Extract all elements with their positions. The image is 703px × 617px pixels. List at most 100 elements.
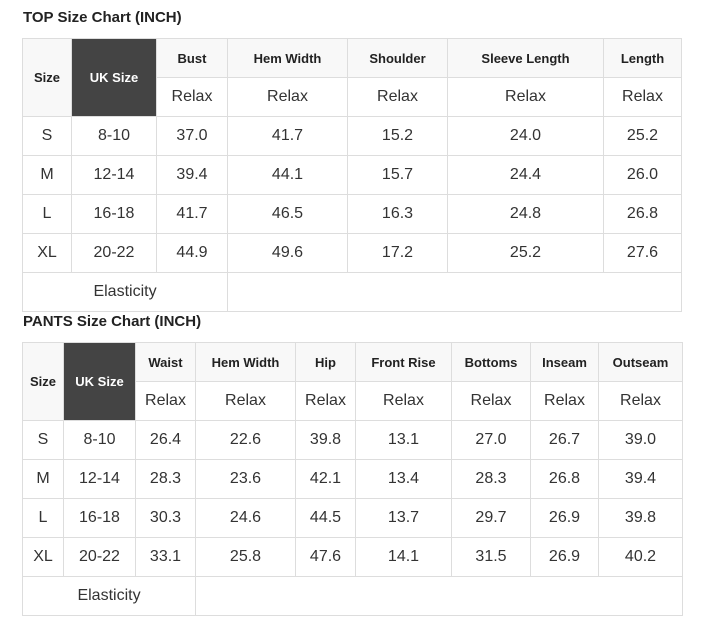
table-row: S 8-10 26.4 22.6 39.8 13.1 27.0 26.7 39.0 [22,420,683,460]
measurement-cell: 39.8 [598,498,683,538]
measurement-cell: 26.0 [603,155,682,195]
elasticity-label: Elasticity [22,576,196,616]
fit-label: Relax [347,77,448,117]
measurement-cell: 26.9 [530,537,599,577]
measurement-cell: 24.0 [447,116,604,156]
measurement-cell: 39.4 [156,155,228,195]
column-header: Hip [295,342,356,382]
table-row: S 8-10 37.0 41.7 15.2 24.0 25.2 [22,116,682,156]
uk-size-cell: 20-22 [71,233,157,273]
measurement-cell: 39.0 [598,420,683,460]
measurement-cell: 17.2 [347,233,448,273]
measurement-cell: 41.7 [156,194,228,234]
elasticity-label: Elasticity [22,272,228,312]
measurement-cell: 24.4 [447,155,604,195]
measurement-cell: 23.6 [195,459,296,499]
measurement-cell: 26.9 [530,498,599,538]
fit-label: Relax [355,381,452,421]
measurement-cell: 28.3 [135,459,196,499]
table-row: XL 20-22 44.9 49.6 17.2 25.2 27.6 [22,233,682,273]
column-header: Hem Width [227,38,348,78]
measurement-cell: 42.1 [295,459,356,499]
uk-size-header: UK Size [71,38,157,117]
fit-label: Relax [135,381,196,421]
measurement-cell: 13.7 [355,498,452,538]
uk-size-cell: 12-14 [71,155,157,195]
column-header: Outseam [598,342,683,382]
measurement-cell: 25.8 [195,537,296,577]
elasticity-value [195,576,683,616]
measurement-cell: 44.9 [156,233,228,273]
measurement-cell: 39.4 [598,459,683,499]
size-cell: M [22,155,72,195]
measurement-cell: 26.7 [530,420,599,460]
size-cell: XL [22,537,64,577]
elasticity-row: Elasticity [22,272,682,312]
measurement-cell: 26.8 [530,459,599,499]
measurement-cell: 15.2 [347,116,448,156]
measurement-cell: 49.6 [227,233,348,273]
fit-row: Relax Relax Relax Relax Relax [23,77,682,117]
elasticity-value [227,272,682,312]
measurement-cell: 22.6 [195,420,296,460]
uk-size-cell: 20-22 [63,537,136,577]
measurement-cell: 44.5 [295,498,356,538]
measurement-cell: 15.7 [347,155,448,195]
fit-label: Relax [447,77,604,117]
size-cell: L [22,498,64,538]
size-cell: S [22,420,64,460]
measurement-cell: 28.3 [451,459,531,499]
fit-label: Relax [598,381,683,421]
size-header: Size [22,38,72,117]
fit-label: Relax [530,381,599,421]
measurement-cell: 27.6 [603,233,682,273]
measurement-cell: 26.8 [603,194,682,234]
measurement-cell: 26.4 [135,420,196,460]
column-header: Bottoms [451,342,531,382]
column-header: Front Rise [355,342,452,382]
size-cell: M [22,459,64,499]
table-row: M 12-14 39.4 44.1 15.7 24.4 26.0 [22,155,682,195]
column-header: Bust [156,38,228,78]
column-header: Inseam [530,342,599,382]
measurement-cell: 30.3 [135,498,196,538]
size-cell: S [22,116,72,156]
fit-label: Relax [227,77,348,117]
size-cell: XL [22,233,72,273]
measurement-cell: 29.7 [451,498,531,538]
top-size-chart-title: TOP Size Chart (INCH) [23,9,182,26]
uk-size-cell: 8-10 [71,116,157,156]
column-header: Length [603,38,682,78]
measurement-cell: 41.7 [227,116,348,156]
uk-size-cell: 8-10 [63,420,136,460]
header-row: Size UK Size Bust Hem Width Shoulder Sleeve L… [22,38,682,117]
table-row: M 12-14 28.3 23.6 42.1 13.4 28.3 26.8 39.4 [22,459,683,499]
measurement-cell: 47.6 [295,537,356,577]
fit-label: Relax [156,77,228,117]
measurement-cell: 40.2 [598,537,683,577]
uk-size-cell: 16-18 [71,194,157,234]
measurement-cell: 16.3 [347,194,448,234]
header-row: Size UK Size Waist Hem Width Hip Front Rise Bo… [22,342,683,421]
fit-label: Relax [451,381,531,421]
column-header: Shoulder [347,38,448,78]
measurement-cell: 33.1 [135,537,196,577]
table-row: XL 20-22 33.1 25.8 47.6 14.1 31.5 26.9 40.2 [22,537,683,577]
fit-label: Relax [295,381,356,421]
measurement-cell: 13.4 [355,459,452,499]
measurement-cell: 39.8 [295,420,356,460]
fit-label: Relax [195,381,296,421]
measurement-cell: 46.5 [227,194,348,234]
measurement-cell: 31.5 [451,537,531,577]
pants-size-chart-table: Size UK Size Waist Hem Width Hip Front Rise Bo… [22,342,683,616]
uk-size-header: UK Size [63,342,136,421]
size-cell: L [22,194,72,234]
column-header: Sleeve Length [447,38,604,78]
table-row: L 16-18 30.3 24.6 44.5 13.7 29.7 26.9 39.8 [22,498,683,538]
elasticity-row: Elasticity [22,576,683,616]
fit-row: Relax Relax Relax Relax Relax Relax Relax [23,381,683,421]
top-size-chart-table: Size UK Size Bust Hem Width Shoulder Sleeve L… [22,38,682,312]
measurement-cell: 44.1 [227,155,348,195]
table-row: L 16-18 41.7 46.5 16.3 24.8 26.8 [22,194,682,234]
measurement-cell: 37.0 [156,116,228,156]
